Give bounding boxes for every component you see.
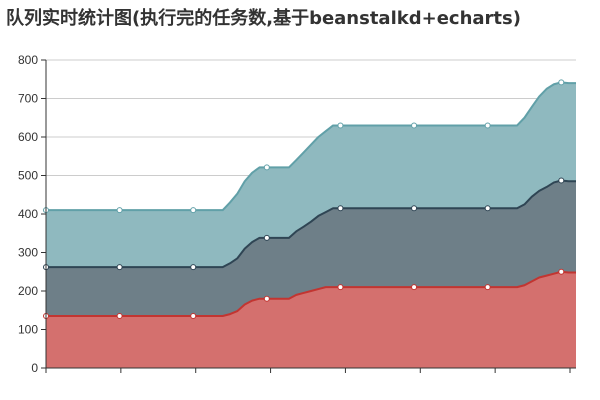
series-3-point <box>337 122 344 129</box>
series-3-point <box>116 207 123 214</box>
series-areas <box>46 82 576 368</box>
series-2-point <box>411 205 418 212</box>
y-tick-label: 100 <box>18 323 38 337</box>
series-3-point <box>263 164 270 171</box>
series-2-point <box>337 205 344 212</box>
series-3-point <box>411 122 418 129</box>
series-2-point <box>116 264 123 271</box>
series-2-point <box>190 264 197 271</box>
series-3-area <box>46 82 576 268</box>
series-3-point <box>484 122 491 129</box>
y-tick-label: 200 <box>18 284 38 298</box>
series-2-point <box>558 177 565 184</box>
series-1-point <box>484 284 491 291</box>
chart-title: 队列实时统计图(执行完的任务数,基于beanstalkd+echarts) <box>6 8 521 29</box>
y-tick-label: 400 <box>18 207 38 221</box>
series-1-area <box>46 271 576 368</box>
y-tick-label: 800 <box>18 53 38 67</box>
series-3-point <box>190 207 197 214</box>
series-2-area <box>46 180 576 317</box>
series-1-point <box>558 268 565 275</box>
y-tick-label: 0 <box>31 361 38 375</box>
y-tick-label: 300 <box>18 246 38 260</box>
series-1-point <box>116 313 123 320</box>
series-1-point <box>337 284 344 291</box>
series-1-point <box>411 284 418 291</box>
y-tick-label: 600 <box>18 130 38 144</box>
series-1-point <box>263 295 270 302</box>
y-tick-label: 700 <box>18 92 38 106</box>
data-point-markers <box>43 79 565 320</box>
series-2-point <box>263 234 270 241</box>
series-1-point <box>190 313 197 320</box>
axes: 0 100 200 300 400 500 600 700 800 <box>18 53 576 375</box>
series-3-point <box>558 79 565 86</box>
series-2-point <box>484 205 491 212</box>
y-tick-label: 500 <box>18 169 38 183</box>
